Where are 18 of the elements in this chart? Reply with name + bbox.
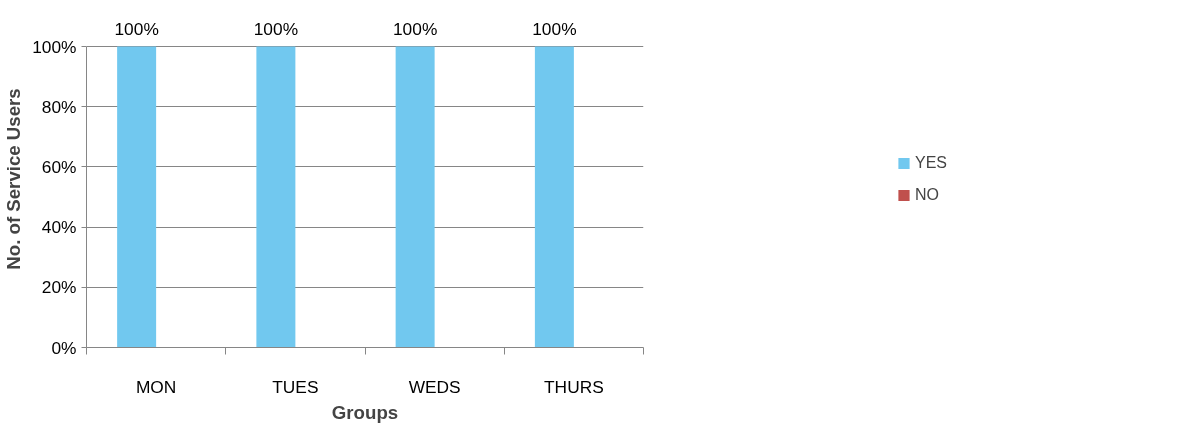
data-label: 100% bbox=[532, 18, 577, 39]
y-tick-label: 20% bbox=[41, 277, 77, 298]
y-tick-label: 100% bbox=[32, 36, 77, 57]
x-tick-label: THURS bbox=[544, 376, 604, 397]
y-axis-title: No. of Service Users bbox=[3, 88, 25, 270]
data-label: 100% bbox=[114, 18, 159, 39]
x-tick-label: WEDS bbox=[408, 376, 461, 397]
y-tick-label: 0% bbox=[51, 337, 77, 358]
data-label: 100% bbox=[392, 18, 438, 39]
x-axis-title: Groups bbox=[331, 401, 399, 423]
y-tick-label: 40% bbox=[41, 217, 77, 238]
x-tick-label: TUES bbox=[272, 376, 319, 397]
legend-label: NO bbox=[914, 185, 939, 204]
data-label: 100% bbox=[253, 18, 299, 39]
y-tick-label: 80% bbox=[41, 96, 77, 117]
y-tick-label: 60% bbox=[41, 156, 77, 177]
legend-label: YES bbox=[914, 153, 948, 172]
x-tick-label: MON bbox=[135, 376, 177, 397]
